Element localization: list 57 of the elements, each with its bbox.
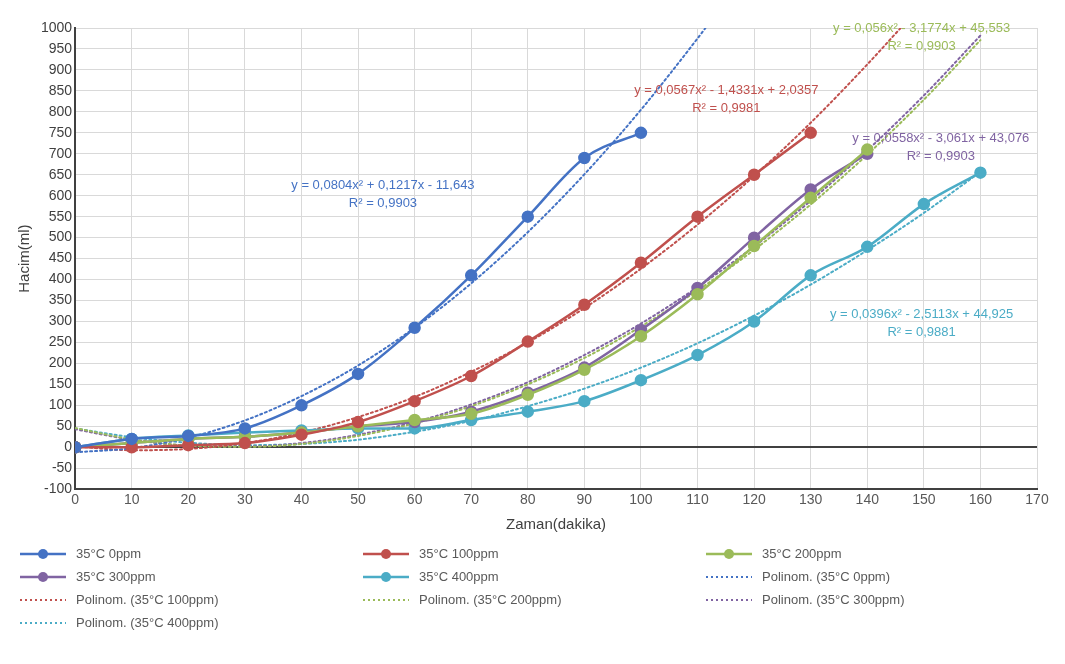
y-tick-label: 850 [48,81,73,98]
annotation: y = 0,0804x² + 0,1217x - 11,643 R² = 0,9903 [291,177,475,211]
x-tick-label: 170 [1025,491,1049,508]
legend-label: Polinom. (35°C 400ppm) [76,615,219,630]
legend-label: 35°C 300ppm [76,569,156,584]
legend-label: 35°C 400ppm [419,569,499,584]
x-tick-label: 100 [629,491,653,508]
x-tick-label: 120 [742,491,766,508]
y-tick-label: 1000 [40,18,73,35]
annotation: y = 0,0567x² - 1,4331x + 2,0357 R² = 0,9981 [634,81,819,115]
annotation: y = 0,0396x² - 2,5113x + 44,925 R² = 0,9881 [829,305,1014,339]
legend-label: 35°C 200ppm [762,546,842,561]
y-tick-label: 400 [48,270,73,287]
y-tick-label: 200 [48,354,73,371]
y-tick-label: 100 [48,396,73,413]
x-tick-label: 150 [912,491,936,508]
y-tick-label: 800 [48,102,73,119]
x-axis-title: Zaman(dakika) [506,515,607,533]
legend-label: 35°C 100ppm [419,546,499,561]
x-tick-label: 160 [968,491,993,508]
x-tick-label: 10 [123,491,140,508]
legend-label: Polinom. (35°C 0ppm) [762,569,891,584]
x-tick-label: 60 [406,491,423,508]
y-tick-label: 450 [48,249,73,266]
y-tick-label: 350 [48,291,73,308]
y-tick-label: 700 [48,144,73,161]
y-axis-title: Hacim(ml) [15,224,33,293]
legend-label: Polinom. (35°C 200ppm) [419,592,562,607]
x-tick-label: 130 [799,491,823,508]
y-tick-label: 900 [48,60,73,77]
y-tick-label: 600 [48,186,73,203]
y-tick-label: 750 [48,123,73,140]
legend-label: Polinom. (35°C 100ppm) [76,592,219,607]
x-tick-label: 50 [350,491,367,508]
legend-label: Polinom. (35°C 300ppm) [762,592,905,607]
annotation: y = 0,0558x² - 3,061x + 43,076 R² = 0,9903 [852,129,1030,163]
y-tick-label: 500 [48,228,73,245]
y-tick-label: -100 [44,480,73,497]
y-tick-label: 550 [48,207,73,224]
y-tick-label: 300 [48,312,73,329]
y-tick-label: 0 [64,438,73,455]
y-tick-label: 250 [48,333,73,350]
y-tick-label: 150 [48,375,73,392]
x-tick-label: 30 [237,491,253,508]
x-tick-label: 90 [576,491,593,508]
y-tick-label: 650 [48,165,73,182]
annotation: y = 0,056x² - 3,1774x + 45,553 R² = 0,9903 [833,19,1011,53]
x-tick-label: 110 [686,491,709,508]
x-tick-label: 140 [855,491,880,508]
y-tick-label: 50 [56,417,73,434]
y-tick-label: -50 [51,459,73,476]
x-tick-label: 20 [180,491,197,508]
x-tick-label: 70 [463,491,480,508]
y-tick-label: 950 [48,39,73,56]
x-tick-label: 80 [519,491,536,508]
x-tick-label: 40 [293,491,310,508]
legend-label: 35°C 0ppm [76,546,142,561]
